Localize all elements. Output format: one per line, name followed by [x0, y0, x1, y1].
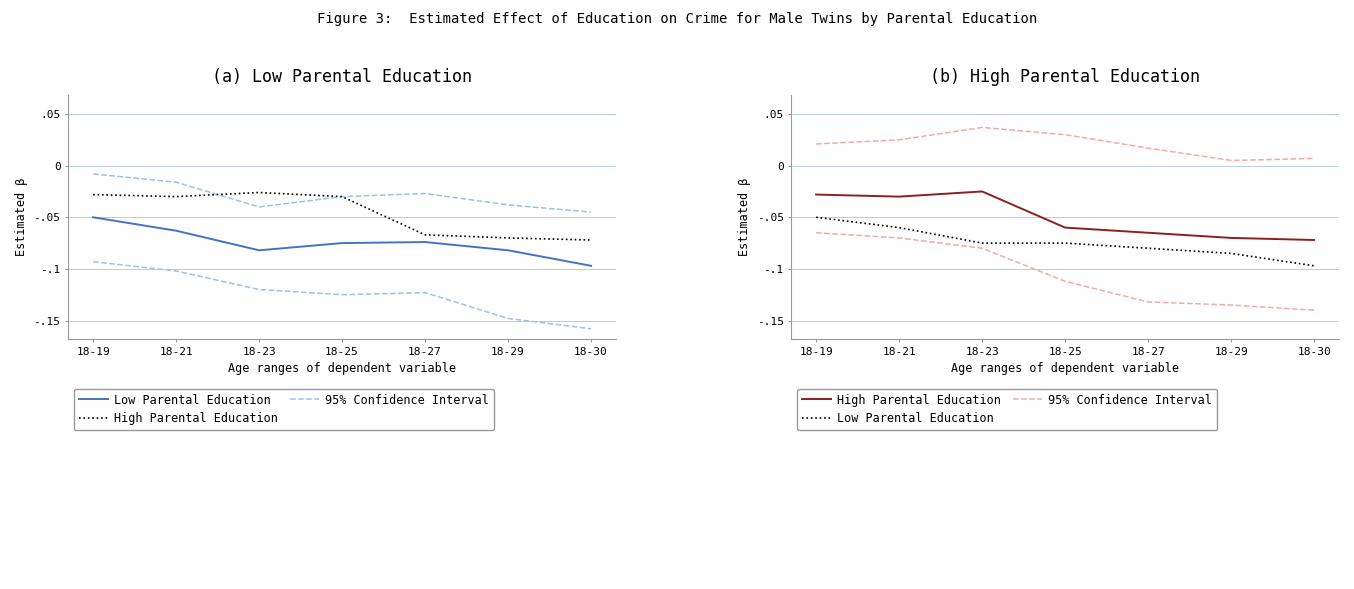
- Legend: Low Parental Education, High Parental Education, 95% Confidence Interval: Low Parental Education, High Parental Ed…: [74, 389, 494, 430]
- Legend: High Parental Education, Low Parental Education, 95% Confidence Interval: High Parental Education, Low Parental Ed…: [798, 389, 1217, 430]
- Text: Figure 3:  Estimated Effect of Education on Crime for Male Twins by Parental Edu: Figure 3: Estimated Effect of Education …: [317, 12, 1037, 26]
- Title: (a) Low Parental Education: (a) Low Parental Education: [213, 68, 473, 85]
- Y-axis label: Estimated β: Estimated β: [15, 178, 28, 256]
- X-axis label: Age ranges of dependent variable: Age ranges of dependent variable: [951, 362, 1179, 375]
- X-axis label: Age ranges of dependent variable: Age ranges of dependent variable: [227, 362, 456, 375]
- Y-axis label: Estimated β: Estimated β: [738, 178, 751, 256]
- Title: (b) High Parental Education: (b) High Parental Education: [930, 68, 1200, 85]
